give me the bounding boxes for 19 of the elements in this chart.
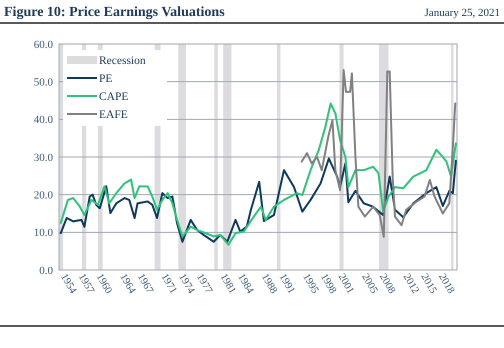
- legend-label: CAPE: [99, 91, 128, 104]
- y-tick-label: 10.0: [34, 227, 54, 240]
- chart-subtitle: January 25, 2021: [424, 7, 500, 19]
- line-series: [60, 102, 457, 246]
- y-tick-label: 30.0: [34, 152, 54, 164]
- x-tick-label: 1957: [76, 272, 96, 296]
- line-series: [60, 158, 457, 243]
- band-label: Recession: [99, 55, 146, 68]
- y-tick-label: 60.0: [34, 38, 54, 51]
- x-tick-label: 1967: [134, 272, 155, 296]
- y-tick-label: 40.0: [34, 114, 54, 126]
- y-tick-label: 50.0: [34, 76, 54, 89]
- y-tick-label: 20.0: [34, 190, 54, 202]
- chart-title: Figure 10: Price Earnings Valuations: [4, 5, 226, 20]
- legend-label: EAFE: [99, 109, 128, 122]
- legend-label: PE: [99, 73, 112, 86]
- y-tick-label: 0.0: [39, 264, 54, 277]
- line-series: [300, 68, 456, 238]
- x-tick-label: 1977: [194, 272, 214, 296]
